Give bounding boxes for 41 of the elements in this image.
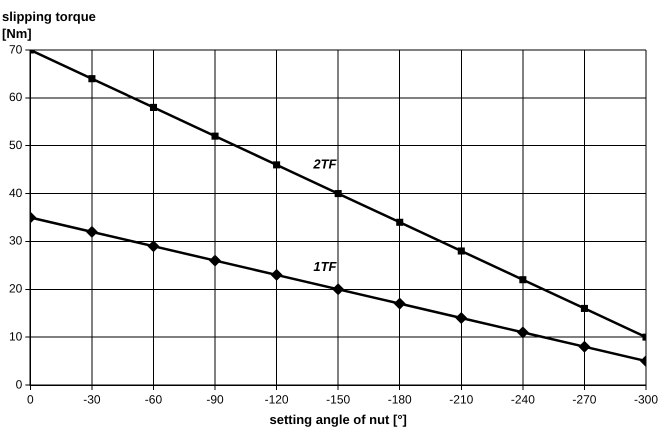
series-label: 2TF xyxy=(312,156,338,172)
point xyxy=(458,247,465,255)
point xyxy=(455,312,468,324)
point xyxy=(86,226,98,238)
point xyxy=(209,254,222,267)
point xyxy=(147,240,160,252)
x-tick-label: -210 xyxy=(449,392,474,407)
y-tick-label: 50 xyxy=(8,138,23,152)
y-tick-label: 40 xyxy=(8,186,23,200)
point xyxy=(332,283,344,296)
x-tick-label: -240 xyxy=(510,392,536,407)
point xyxy=(150,104,158,111)
y-tick-label: 70 xyxy=(8,42,23,56)
x-tick-label: 0 xyxy=(27,392,34,407)
point xyxy=(212,132,219,140)
y-tick-label: 10 xyxy=(8,329,23,344)
point xyxy=(88,75,96,82)
x-tick-label: -270 xyxy=(572,392,597,407)
x-tick-label: -60 xyxy=(144,392,162,407)
series-label: 1TF xyxy=(313,259,338,274)
y-tick-label: 30 xyxy=(8,234,23,248)
point xyxy=(519,276,526,284)
point xyxy=(270,268,283,281)
x-tick-label: -180 xyxy=(388,392,412,407)
x-tick-label: -120 xyxy=(264,392,289,407)
point xyxy=(396,218,404,226)
x-tick-label: -300 xyxy=(634,392,658,407)
point xyxy=(273,161,280,168)
y-axis-title: slipping torque [Nm] xyxy=(2,8,96,42)
x-tick-label: -90 xyxy=(206,392,224,407)
y-tick-label: 0 xyxy=(16,377,23,392)
x-axis-title: setting angle of nut [°] xyxy=(269,412,407,427)
y-tick-label: 60 xyxy=(8,90,23,104)
x-tick-label: -150 xyxy=(326,392,350,407)
point xyxy=(516,326,529,338)
x-tick-label: -30 xyxy=(83,392,101,407)
y-tick-label: 20 xyxy=(8,282,23,296)
point xyxy=(394,298,406,310)
point xyxy=(578,340,590,353)
point xyxy=(334,190,342,198)
point xyxy=(580,304,588,312)
